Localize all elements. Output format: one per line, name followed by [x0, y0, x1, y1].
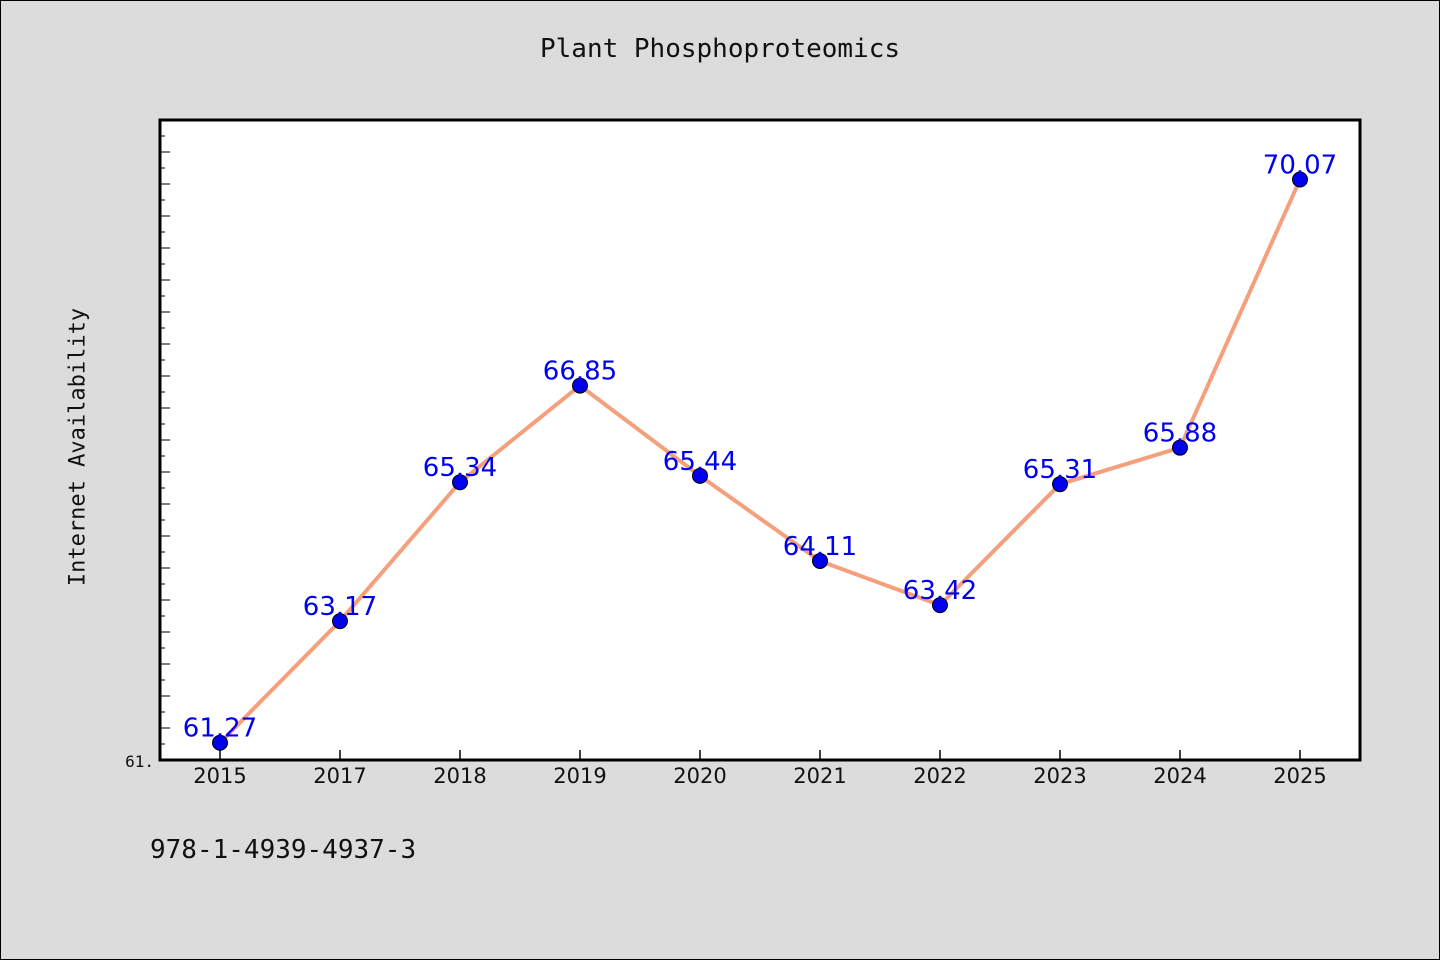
data-point — [1292, 171, 1308, 188]
data-point — [1172, 439, 1188, 456]
data-label: 64.11 — [783, 532, 857, 562]
data-label: 65.44 — [663, 447, 737, 477]
data-points — [212, 171, 1308, 751]
x-tick-label: 2022 — [913, 764, 966, 788]
x-axis: 2015 2017 2018 2019 2020 2021 2022 2023 2024 2025 — [193, 750, 1327, 788]
data-point — [452, 474, 468, 491]
plot-border — [158, 118, 1362, 762]
data-point — [332, 613, 348, 630]
data-point — [692, 467, 708, 484]
x-tick-label: 2018 — [433, 764, 486, 788]
data-label: 66.85 — [543, 357, 617, 387]
data-point — [212, 734, 228, 751]
data-point — [1052, 476, 1068, 493]
x-tick-label: 2019 — [553, 764, 606, 788]
data-label: 70.07 — [1263, 151, 1337, 181]
chart-title: Plant Phosphoproteomics — [539, 34, 901, 64]
data-labels: 61.27 63.17 65.34 66.85 65.44 64.11 63.42 65.31… — [183, 151, 1337, 744]
x-tick-label: 2021 — [793, 764, 846, 788]
series-line — [218, 178, 1302, 745]
x-tick-label: 2024 — [1153, 764, 1206, 788]
data-label: 63.42 — [903, 576, 977, 606]
x-tick-label: 2015 — [193, 764, 246, 788]
y-tick-label: 61. — [125, 752, 154, 771]
data-label: 65.31 — [1023, 455, 1097, 485]
x-tick-label: 2020 — [673, 764, 726, 788]
plot-area — [160, 120, 1360, 760]
data-label: 65.88 — [1143, 419, 1217, 449]
data-point — [572, 377, 588, 394]
x-tick-label: 2017 — [313, 764, 366, 788]
data-label: 63.17 — [303, 592, 377, 622]
data-point — [932, 597, 948, 614]
x-tick-label: 2023 — [1033, 764, 1086, 788]
data-label: 65.34 — [423, 453, 497, 483]
footer-code: 978-1-4939-4937-3 — [150, 835, 417, 865]
data-point — [812, 552, 828, 569]
data-label: 61.27 — [183, 714, 257, 744]
x-tick-label: 2025 — [1273, 764, 1326, 788]
